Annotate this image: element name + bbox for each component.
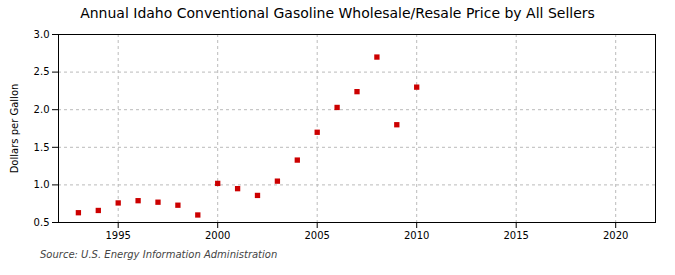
svg-text:Dollars per Gallon: Dollars per Gallon (9, 84, 20, 174)
svg-text:2.0: 2.0 (34, 104, 50, 115)
svg-text:1.5: 1.5 (34, 142, 50, 153)
html-text:Source: U.S. Energy Informatio: Source: U.S. Energy Information Administ… (40, 249, 278, 260)
svg-text:3.0: 3.0 (34, 29, 50, 40)
svg-text:2010: 2010 (404, 230, 429, 241)
svg-text:0.5: 0.5 (34, 217, 50, 228)
svg-text:1.0: 1.0 (34, 179, 50, 190)
svg-text:2020: 2020 (603, 230, 628, 241)
svg-text:2000: 2000 (205, 230, 230, 241)
svg-text:2015: 2015 (503, 230, 528, 241)
html-text:Annual Idaho Conventional Gaso: Annual Idaho Conventional Gasoline Whole… (80, 5, 595, 21)
svg-text:1995: 1995 (105, 230, 130, 241)
svg-text:2.5: 2.5 (34, 66, 50, 77)
svg-text:2005: 2005 (304, 230, 329, 241)
